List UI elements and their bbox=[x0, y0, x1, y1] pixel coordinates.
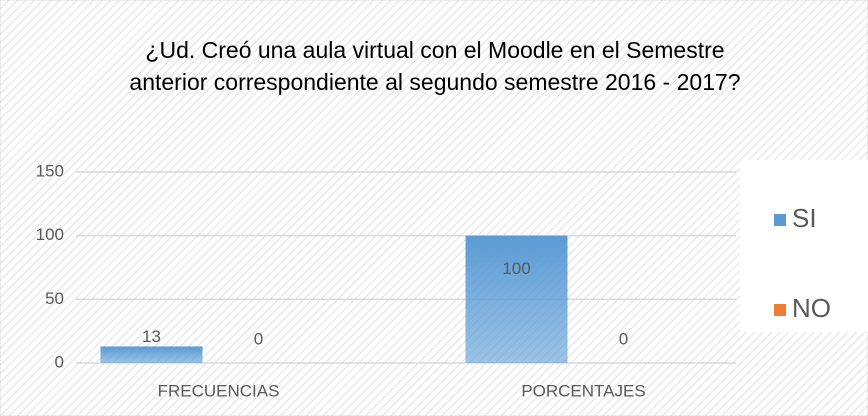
value-label: 13 bbox=[142, 327, 161, 346]
bar bbox=[100, 346, 203, 363]
value-label: 0 bbox=[254, 329, 263, 348]
legend-swatch bbox=[774, 304, 786, 316]
legend-label: NO bbox=[792, 293, 831, 323]
legend-box bbox=[740, 160, 868, 332]
y-tick-label: 0 bbox=[55, 352, 64, 371]
x-tick-label: FRECUENCIAS bbox=[158, 381, 280, 400]
x-tick-label: PORCENTAJES bbox=[521, 381, 645, 400]
y-tick-label: 150 bbox=[36, 161, 64, 180]
value-label: 0 bbox=[619, 329, 628, 348]
chart-title: ¿Ud. Creó una aula virtual con el Moodle… bbox=[129, 37, 741, 95]
y-tick-label: 100 bbox=[36, 225, 64, 244]
legend-label: SI bbox=[792, 203, 817, 233]
bar bbox=[465, 235, 568, 363]
legend-swatch bbox=[774, 214, 786, 226]
value-label: 100 bbox=[502, 259, 530, 278]
y-tick-label: 50 bbox=[45, 289, 64, 308]
